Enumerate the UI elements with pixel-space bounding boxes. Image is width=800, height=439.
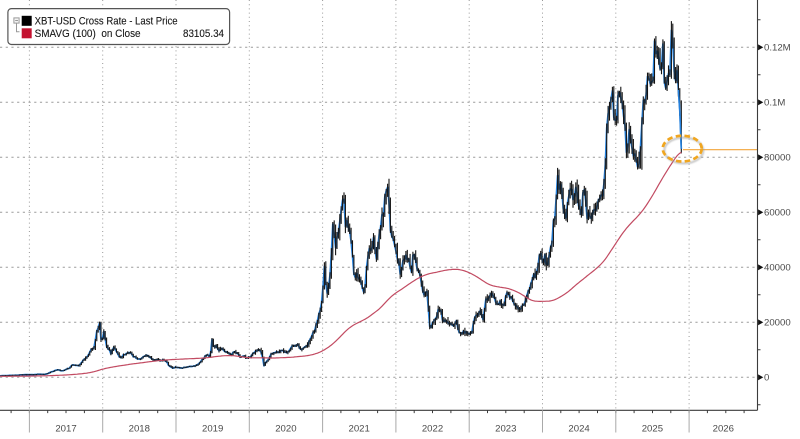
svg-text:2019: 2019 xyxy=(202,424,223,435)
svg-text:20000: 20000 xyxy=(764,318,791,329)
svg-text:2025: 2025 xyxy=(642,424,663,435)
svg-text:0: 0 xyxy=(764,373,769,384)
svg-text:0.12M: 0.12M xyxy=(764,43,791,54)
svg-text:2024: 2024 xyxy=(568,424,590,435)
svg-text:XBT-USD Cross Rate - Last Pric: XBT-USD Cross Rate - Last Price xyxy=(35,15,178,27)
svg-text:2021: 2021 xyxy=(349,424,370,435)
svg-text:83105.34: 83105.34 xyxy=(183,28,224,40)
svg-text:2020: 2020 xyxy=(275,424,296,435)
svg-text:60000: 60000 xyxy=(764,208,791,219)
svg-text:2017: 2017 xyxy=(55,424,76,435)
svg-text:2018: 2018 xyxy=(129,424,150,435)
svg-text:0.1M: 0.1M xyxy=(764,98,785,109)
svg-text:2022: 2022 xyxy=(422,424,443,435)
svg-text:80000: 80000 xyxy=(764,153,791,164)
svg-text:2023: 2023 xyxy=(495,424,516,435)
svg-text:2026: 2026 xyxy=(713,424,734,435)
svg-text:SMAVG (100) on Close: SMAVG (100) on Close xyxy=(35,28,141,40)
svg-text:40000: 40000 xyxy=(764,263,791,274)
